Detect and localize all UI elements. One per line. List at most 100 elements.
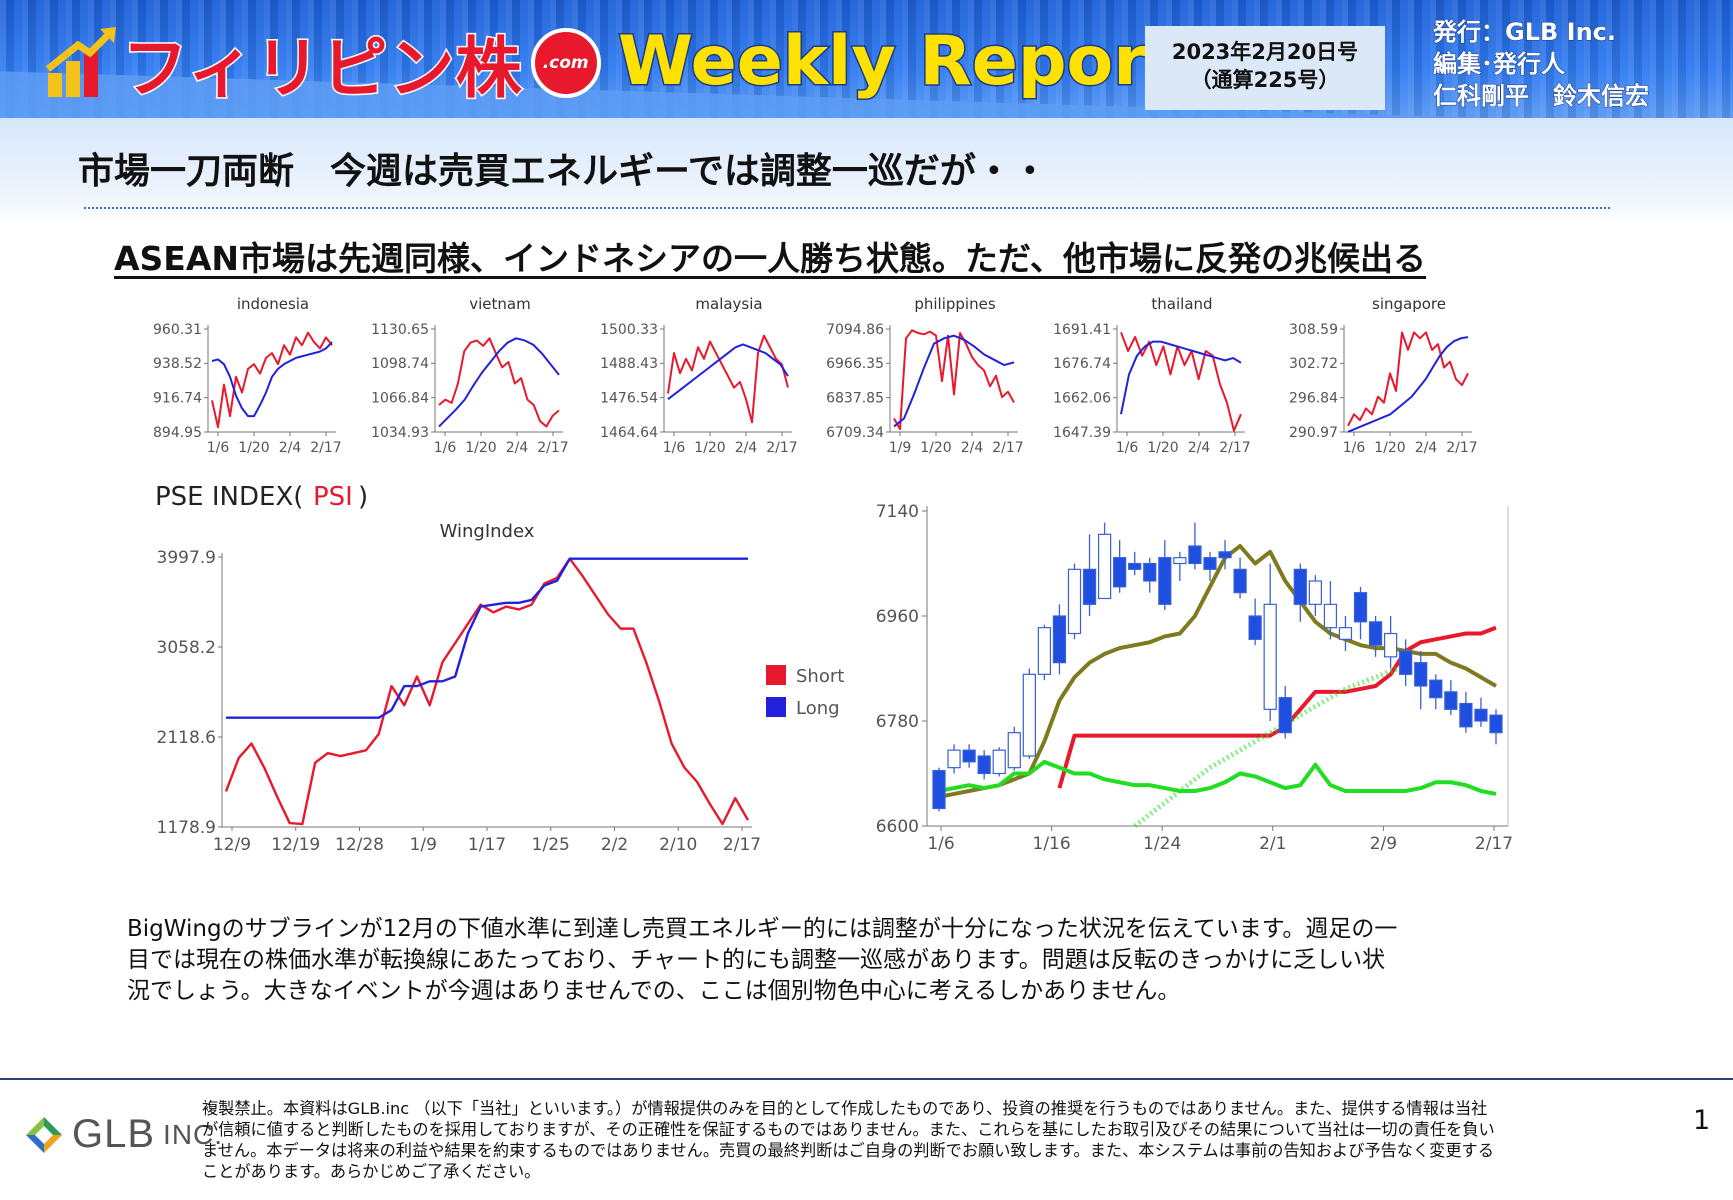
legend-swatch-short [766, 665, 786, 685]
y-tick-label: 1066.84 [371, 391, 429, 407]
chart-title-5: singapore [1372, 295, 1446, 313]
disclaimer-line-2: が信頼に値すると判断したものを採用しておりますが、その正確性を保証するものではあ… [202, 1120, 1495, 1139]
candle-body-down [932, 769, 946, 810]
x-tick-label: 2/17 [310, 440, 341, 456]
series-line-blue [438, 337, 560, 428]
y-tick-label: 1130.65 [371, 322, 429, 338]
candle-body-down [1233, 568, 1247, 594]
candle-body-down [1218, 551, 1232, 559]
charts-area: indonesia 960.31 938.52 916.74 894.95 1/6 1/20… [153, 295, 1513, 855]
x-tick-label: 1/6 [207, 440, 230, 456]
chart-title-3: philippines [914, 295, 995, 313]
x-tick-label: 2/17 [1219, 440, 1250, 456]
y-tick-label: 1691.41 [1053, 322, 1111, 338]
y-tick-label: 894.95 [153, 425, 202, 441]
candle-body-down [1368, 621, 1383, 646]
x-tick-label: 1/9 [889, 440, 912, 456]
y-tick-label: 3997.9 [157, 548, 216, 568]
issue-date-box: 2023年2月20日号 （通算225号） [1145, 26, 1385, 110]
candle-body-down [1444, 691, 1458, 710]
candle-body-down [977, 755, 991, 775]
x-tick-label: 1/17 [468, 835, 506, 855]
y-tick-label: 308.59 [1289, 322, 1338, 338]
y-tick-label: 1464.64 [600, 425, 658, 441]
x-tick-label: 1/20 [920, 440, 951, 456]
y-tick-label: 296.84 [1289, 391, 1338, 407]
y-tick-label: 6960 [876, 607, 919, 627]
candle-body-down [1143, 562, 1157, 582]
x-tick-label: 1/9 [410, 835, 437, 855]
header-fade [0, 118, 1733, 228]
chart-title-2: malaysia [695, 295, 762, 313]
page-number: 1 [1693, 1105, 1711, 1136]
pse-index-psi: PSI [313, 482, 353, 512]
legend-label-long: Long [796, 698, 840, 719]
indicator-line-red [1057, 625, 1497, 789]
candle-body-down [1203, 557, 1217, 570]
candle-body-up [1067, 568, 1082, 635]
y-tick-label: 1488.43 [600, 356, 658, 372]
logo-dotcom-badge: .com [530, 28, 601, 98]
x-tick-label: 2/17 [723, 835, 761, 855]
y-tick-label: 6709.34 [826, 425, 884, 441]
x-tick-label: 2/4 [1188, 440, 1211, 456]
x-tick-label: 2/17 [537, 440, 568, 456]
candle-body-up [1037, 627, 1052, 675]
rising-chart-icon [45, 27, 116, 97]
x-tick-label: 12/28 [335, 835, 384, 855]
candle-body-up [1173, 557, 1187, 565]
candle-body-down [962, 749, 976, 763]
commentary: BigWingのサブラインが12月の下値水準に到達し売買エネルギー的には調整が十… [127, 914, 1597, 1007]
candle-body-down [1293, 568, 1307, 605]
section-subtitle: ASEAN市場は先週同様、インドネシアの一人勝ち状態。ただ、他市場に反発の兆候出… [114, 239, 1427, 278]
candle-body-down [1278, 697, 1292, 734]
candle-body-down [1353, 592, 1368, 623]
commentary-line-1: BigWingのサブラインが12月の下値水準に到達し売買エネルギー的には調整が十… [127, 916, 1398, 942]
title-divider [84, 207, 1610, 209]
footer-logo: GLB INC. [24, 1112, 223, 1157]
x-tick-label: 2/17 [1475, 834, 1513, 854]
candle-body-down [1113, 557, 1127, 588]
series-line-red [1347, 331, 1469, 427]
x-tick-label: 2/4 [279, 440, 302, 456]
legend-label-short: Short [796, 666, 844, 687]
x-tick-label: 2/17 [766, 440, 797, 456]
y-tick-label: 1500.33 [600, 322, 658, 338]
series-line-blue [893, 334, 1015, 428]
x-tick-label: 2/10 [659, 835, 697, 855]
candle-body-down [1474, 708, 1488, 722]
y-tick-label: 290.97 [1289, 425, 1338, 441]
y-tick-label: 302.72 [1289, 356, 1338, 372]
y-tick-label: 2118.6 [157, 728, 216, 748]
x-tick-label: 1/6 [1343, 440, 1366, 456]
legend-swatch-long [766, 697, 786, 717]
candle-body-down [1158, 557, 1172, 605]
series-line-red [667, 334, 789, 424]
x-tick-label: 2/4 [1415, 440, 1438, 456]
candle-body-down [1489, 714, 1503, 734]
y-tick-label: 1662.06 [1053, 391, 1111, 407]
chart-title-6: WingIndex [440, 521, 535, 542]
y-tick-label: 6966.35 [826, 356, 884, 372]
series-line-blue [211, 341, 333, 418]
x-tick-label: 1/20 [238, 440, 269, 456]
y-tick-label: 1647.39 [1053, 425, 1111, 441]
candle-body-down [1128, 562, 1142, 570]
disclaimer-line-3: ません。本データは将来の利益や結果を約束するものではありません。売買の最終判断は… [202, 1141, 1494, 1160]
candle-body-down [1429, 679, 1443, 699]
disclaimer-line-4: ことがあります。あらかじめご了承ください。 [202, 1162, 541, 1181]
y-tick-label: 6600 [876, 817, 919, 837]
y-tick-label: 7094.86 [826, 322, 884, 338]
candle-body-down [1082, 568, 1097, 605]
footer-divider [0, 1078, 1733, 1080]
x-tick-label: 2/17 [1446, 440, 1477, 456]
x-tick-label: 1/20 [1147, 440, 1178, 456]
x-tick-label: 12/19 [271, 835, 320, 855]
y-tick-label: 938.52 [153, 356, 202, 372]
candle-body-up [992, 749, 1006, 775]
series-line-blue [1120, 340, 1242, 415]
commentary-line-3: 況でしょう。大きなイベントが今週はありませんでの、ここは個別物色中心に考えるしか… [127, 978, 1181, 1004]
pse-index-close: ) [358, 482, 368, 512]
candle-body-down [1248, 615, 1262, 640]
candle-body-up [1308, 580, 1322, 605]
